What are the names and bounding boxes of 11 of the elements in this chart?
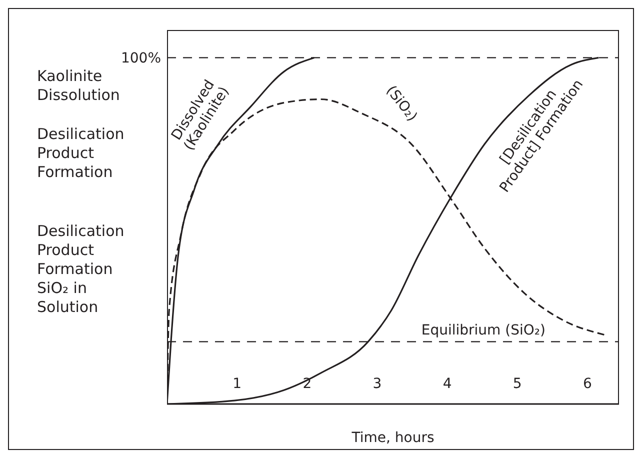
x-tick-label: 5: [512, 376, 522, 392]
x-tick-label: 4: [442, 376, 452, 392]
text: Kaolinite Dissolution: [37, 67, 121, 105]
ref-line-label: 100%: [120, 50, 161, 67]
text: Desilication Product Formation SiO₂ in Solution: [37, 222, 126, 317]
ref-line-label: Equilibrium (SiO₂): [421, 322, 546, 339]
x-tick-label: 1: [232, 376, 242, 392]
x-tick-label: 6: [583, 376, 592, 392]
x-tick-label: 3: [372, 376, 382, 392]
x-axis-title: Time, hours: [350, 430, 434, 446]
text: Desilication Product Formation: [37, 125, 126, 182]
